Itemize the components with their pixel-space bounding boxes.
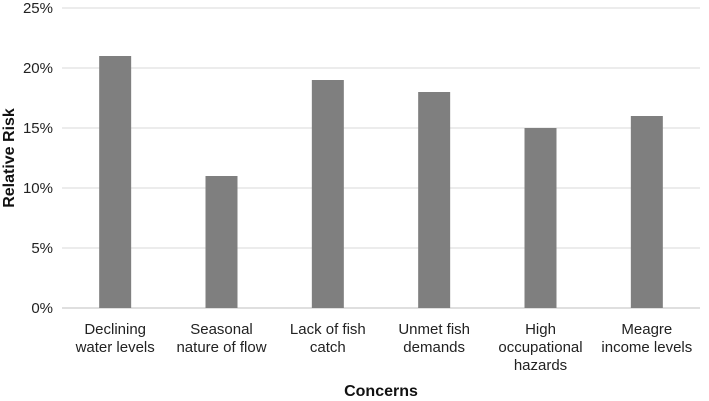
x-category-label-line: High: [525, 321, 556, 338]
y-tick-label: 25%: [23, 0, 53, 17]
bar: [311, 80, 344, 308]
x-axis-categories: Declining water levels Seasonal nature of f…: [75, 321, 693, 374]
y-axis-ticks: 0% 5% 10% 15% 20% 25%: [23, 0, 53, 317]
y-tick-label: 10%: [23, 180, 53, 197]
y-tick-label: 20%: [23, 60, 53, 77]
x-category-label-line: Seasonal: [190, 321, 253, 338]
x-category-label-line: nature of flow: [176, 339, 266, 356]
bars: [99, 56, 663, 308]
x-axis-title: Concerns: [344, 383, 418, 400]
x-category-label-line: Declining: [84, 321, 146, 338]
y-tick-label: 0%: [31, 300, 53, 317]
x-category-label-line: hazards: [514, 357, 567, 374]
x-category-label: Declining water levels: [75, 321, 155, 356]
x-category-label-line: occupational: [498, 339, 582, 356]
x-category-label-line: income levels: [601, 339, 692, 356]
x-category-label: Seasonal nature of flow: [176, 321, 266, 356]
x-category-label: Meagre income levels: [601, 321, 692, 356]
x-category-label-line: Unmet fish: [398, 321, 470, 338]
y-axis-title: Relative Risk: [1, 108, 18, 208]
bar: [630, 116, 663, 308]
gridlines: [62, 7, 700, 309]
x-category-label: High occupational hazards: [498, 321, 582, 374]
bar: [99, 56, 132, 308]
x-category-label: Unmet fish demands: [398, 321, 470, 356]
x-category-label-line: water levels: [75, 339, 155, 356]
x-category-label-line: catch: [310, 339, 346, 356]
x-category-label: Lack of fish catch: [290, 321, 366, 356]
x-category-label-line: Meagre: [621, 321, 672, 338]
y-tick-label: 15%: [23, 120, 53, 137]
x-category-label-line: demands: [403, 339, 465, 356]
x-category-label-line: Lack of fish: [290, 321, 366, 338]
bar: [524, 128, 557, 308]
bar: [205, 176, 238, 308]
bar: [418, 92, 451, 308]
y-tick-label: 5%: [31, 240, 53, 257]
